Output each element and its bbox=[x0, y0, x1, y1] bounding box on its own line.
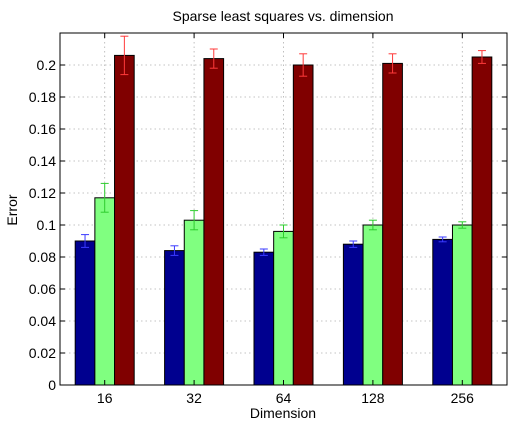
chart-title: Sparse least squares vs. dimension bbox=[173, 8, 394, 24]
y-axis-label: Error bbox=[4, 194, 20, 225]
bar bbox=[114, 54, 135, 386]
y-tick-label: 0 bbox=[48, 377, 56, 393]
y-tick-label: 0.2 bbox=[37, 57, 57, 73]
y-tick-label: 0.1 bbox=[37, 217, 57, 233]
x-tick-label: 32 bbox=[186, 390, 202, 406]
y-tick-label: 0.18 bbox=[29, 89, 56, 105]
bar bbox=[273, 230, 294, 386]
bar bbox=[432, 238, 453, 386]
plot-frame bbox=[59, 32, 508, 386]
tick-labels: 0 0.02 0.04 0.06 0.08 0.1 0.12 0.14 0.16 0.18 0.2 1… bbox=[29, 57, 474, 406]
bar bbox=[362, 224, 384, 386]
x-axis-label: Dimension bbox=[250, 405, 316, 421]
bar bbox=[382, 62, 403, 386]
y-tick-label: 0.06 bbox=[29, 281, 56, 297]
bar bbox=[471, 56, 493, 386]
bar bbox=[94, 197, 116, 386]
y-tick-label: 0.08 bbox=[29, 249, 56, 265]
error-bars bbox=[81, 35, 486, 256]
bar bbox=[342, 243, 364, 386]
bar bbox=[164, 250, 185, 386]
y-tick-label: 0.12 bbox=[29, 185, 56, 201]
bar bbox=[253, 251, 275, 386]
y-tick-label: 0.14 bbox=[29, 153, 56, 169]
y-tick-label: 0.02 bbox=[29, 345, 56, 361]
bar bbox=[203, 58, 225, 386]
y-tick-label: 0.04 bbox=[29, 313, 56, 329]
x-tick-label: 64 bbox=[276, 390, 292, 406]
y-tick-label: 0.16 bbox=[29, 121, 56, 137]
axes bbox=[59, 32, 508, 386]
bars bbox=[74, 54, 493, 386]
bar bbox=[292, 64, 314, 386]
bar bbox=[74, 240, 96, 386]
x-tick-label: 16 bbox=[97, 390, 113, 406]
bar bbox=[183, 219, 205, 386]
x-tick-label: 256 bbox=[451, 390, 475, 406]
bar bbox=[451, 224, 473, 386]
x-tick-label: 128 bbox=[361, 390, 385, 406]
